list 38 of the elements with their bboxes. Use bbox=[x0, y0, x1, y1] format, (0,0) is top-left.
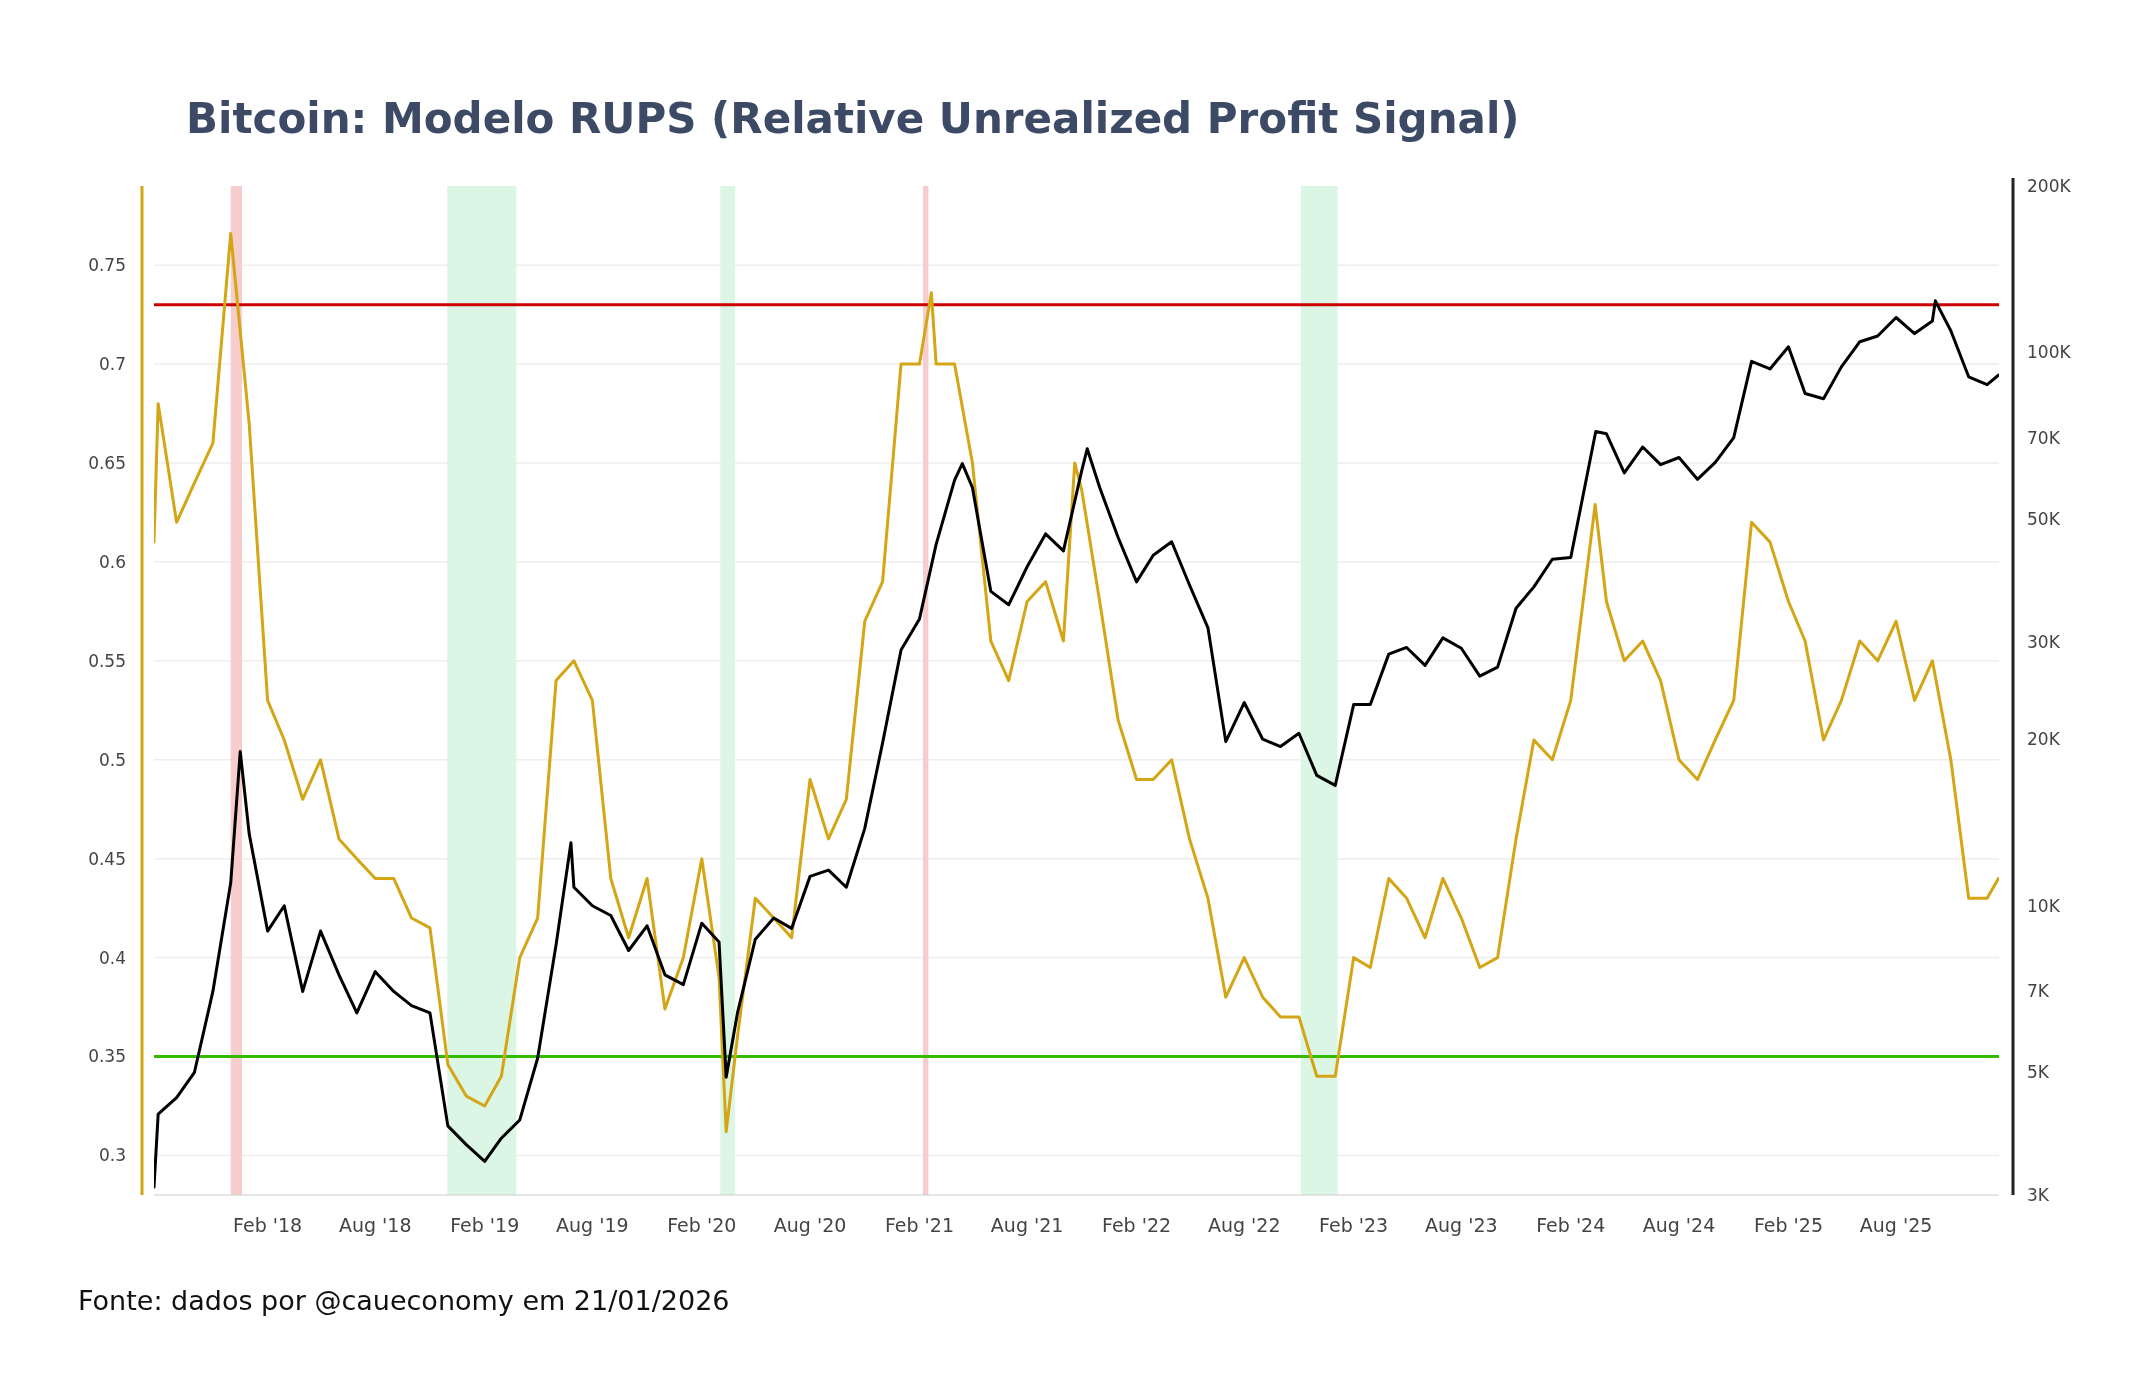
y-tick-label: 0.5 bbox=[98, 749, 126, 770]
y-tick-label: 0.45 bbox=[88, 848, 126, 869]
x-tick-label: Feb '19 bbox=[450, 1214, 520, 1236]
x-tick-label: Feb '20 bbox=[667, 1214, 737, 1236]
x-tick-label: Aug '24 bbox=[1642, 1214, 1716, 1236]
x-tick-label: Aug '18 bbox=[338, 1214, 412, 1236]
y-tick-label: 0.65 bbox=[88, 452, 126, 473]
y2-tick-label: 3K bbox=[2027, 1184, 2050, 1205]
x-tick-label: Aug '25 bbox=[1859, 1214, 1933, 1236]
y2-tick-label: 10K bbox=[2027, 895, 2061, 916]
y2-tick-label: 70K bbox=[2027, 428, 2061, 449]
y2-tick-label: 5K bbox=[2027, 1062, 2050, 1083]
y-tick-label: 0.75 bbox=[88, 255, 126, 276]
y-tick-label: 0.3 bbox=[98, 1145, 126, 1166]
x-tick-label: Feb '25 bbox=[1753, 1214, 1823, 1236]
y2-tick-label: 20K bbox=[2027, 729, 2061, 750]
y2-tick-label: 200K bbox=[2027, 175, 2072, 196]
x-tick-label: Feb '22 bbox=[1102, 1214, 1172, 1236]
x-tick-label: Aug '22 bbox=[1207, 1214, 1281, 1236]
y-tick-label: 0.35 bbox=[88, 1046, 126, 1067]
x-tick-label: Aug '21 bbox=[990, 1214, 1064, 1236]
x-tick-label: Aug '20 bbox=[773, 1214, 847, 1236]
x-tick-label: Feb '24 bbox=[1536, 1214, 1606, 1236]
x-tick-label: Feb '18 bbox=[233, 1214, 303, 1236]
y2-tick-label: 100K bbox=[2027, 342, 2072, 363]
x-tick-label: Feb '21 bbox=[884, 1214, 955, 1236]
y2-tick-label: 30K bbox=[2027, 631, 2061, 652]
source-note: Fonte: dados por @caueconomy em 21/01/2026 bbox=[78, 1285, 730, 1316]
chart-title: Bitcoin: Modelo RUPS (Relative Unrealized Profit Signal) bbox=[186, 94, 1520, 143]
y2-tick-label: 7K bbox=[2027, 981, 2050, 1002]
y-tick-label: 0.4 bbox=[98, 947, 126, 968]
y2-tick-label: 50K bbox=[2027, 509, 2061, 530]
y-tick-label: 0.6 bbox=[98, 551, 126, 572]
y-tick-label: 0.55 bbox=[88, 650, 126, 671]
y-tick-label: 0.7 bbox=[98, 354, 126, 375]
x-tick-label: Aug '23 bbox=[1425, 1214, 1498, 1236]
x-tick-label: Aug '19 bbox=[556, 1214, 629, 1236]
x-tick-label: Feb '23 bbox=[1319, 1214, 1389, 1236]
